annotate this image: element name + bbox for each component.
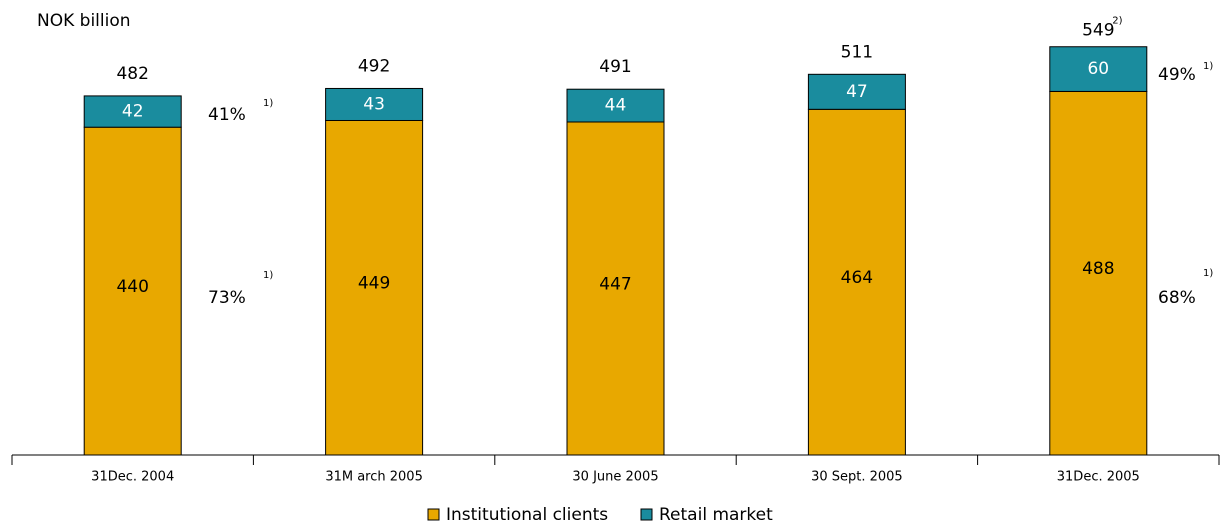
total-label: 492 — [358, 56, 390, 76]
annotation: 49% — [1158, 65, 1196, 85]
bar-segment — [83, 126, 182, 456]
legend-swatch — [640, 508, 653, 521]
bar-segment — [1049, 90, 1148, 456]
total-label: 549 — [1082, 21, 1114, 41]
x-tick-label: 31M arch 2005 — [325, 470, 423, 485]
annotation: 73% — [208, 288, 246, 308]
bar-segment — [83, 95, 182, 128]
total-note: 2) — [1112, 16, 1122, 27]
value-label: 44 — [605, 96, 627, 116]
value-label: 464 — [841, 268, 873, 288]
annotation: 68% — [1158, 288, 1196, 308]
bar-segment — [566, 88, 665, 123]
value-label: 449 — [358, 274, 390, 294]
x-tick-label: 31Dec. 2005 — [1057, 470, 1140, 485]
annotation: 41% — [208, 105, 246, 125]
legend-label: Retail market — [659, 505, 773, 524]
x-tick-label: 30 June 2005 — [572, 470, 658, 485]
value-label: 60 — [1087, 59, 1109, 79]
bar-segment — [325, 87, 424, 121]
total-label: 491 — [599, 57, 631, 77]
value-label: 447 — [599, 274, 631, 294]
bar-segment — [566, 121, 665, 456]
x-tick-label: 30 Sept. 2005 — [811, 470, 903, 485]
annotation-note: 1) — [263, 270, 273, 281]
bar-segment — [325, 119, 424, 456]
bar-segment — [807, 108, 906, 456]
value-label: 440 — [116, 277, 148, 297]
value-label: 47 — [846, 82, 868, 102]
legend-swatch — [427, 508, 440, 521]
value-label: 42 — [122, 102, 144, 122]
x-tick-label: 31Dec. 2004 — [91, 470, 174, 485]
annotation-note: 1) — [263, 98, 273, 109]
legend-label: Institutional clients — [446, 505, 608, 524]
value-label: 43 — [363, 94, 385, 114]
total-label: 482 — [116, 64, 148, 84]
annotation-note: 1) — [1203, 268, 1213, 279]
bar-segment — [807, 73, 906, 110]
value-label: 488 — [1082, 259, 1114, 279]
bar-segment — [1049, 46, 1148, 92]
chart-title: NOK billion — [37, 11, 131, 31]
annotation-note: 1) — [1203, 61, 1213, 72]
total-label: 511 — [841, 42, 873, 62]
